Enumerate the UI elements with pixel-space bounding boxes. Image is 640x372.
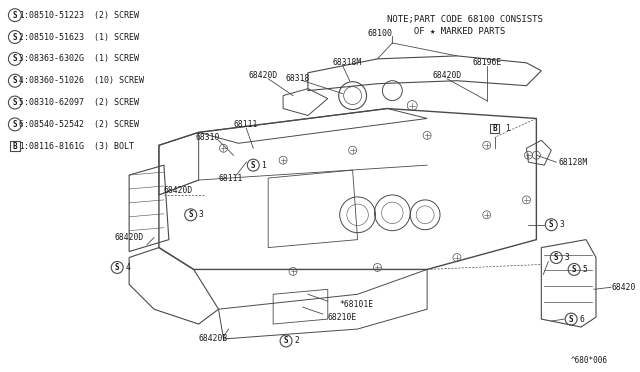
Text: 68420D: 68420D: [114, 233, 143, 242]
Text: 6: 6: [19, 120, 24, 129]
Text: 68318M: 68318M: [333, 58, 362, 67]
Text: :08310-62097  (2) SCREW: :08310-62097 (2) SCREW: [24, 98, 139, 107]
Text: 1: 1: [261, 161, 266, 170]
Text: 68310: 68310: [196, 133, 220, 142]
Text: 5: 5: [582, 265, 587, 274]
Text: 68420D: 68420D: [164, 186, 193, 195]
Text: :08510-51623  (1) SCREW: :08510-51623 (1) SCREW: [24, 32, 139, 42]
Text: 68210E: 68210E: [328, 312, 357, 322]
Text: S: S: [549, 220, 554, 229]
Text: 6: 6: [579, 315, 584, 324]
Text: 5: 5: [19, 98, 24, 107]
Text: 4: 4: [19, 76, 24, 85]
Text: :08116-8161G  (3) BOLT: :08116-8161G (3) BOLT: [24, 142, 134, 151]
Text: S: S: [13, 11, 17, 20]
Text: 68100: 68100: [367, 29, 392, 38]
Text: B: B: [13, 142, 17, 151]
Text: S: S: [188, 210, 193, 219]
Text: 3: 3: [19, 54, 24, 63]
Text: 68420B: 68420B: [198, 334, 228, 343]
Text: S: S: [13, 54, 17, 63]
Text: S: S: [284, 336, 289, 346]
Text: :08360-51026  (10) SCREW: :08360-51026 (10) SCREW: [24, 76, 144, 85]
Text: S: S: [13, 76, 17, 85]
Text: 2: 2: [294, 336, 299, 346]
Text: 68318: 68318: [285, 74, 310, 83]
Text: 68128M: 68128M: [558, 158, 588, 167]
Text: 3: 3: [198, 210, 204, 219]
Text: 68111: 68111: [218, 174, 243, 183]
Text: 2: 2: [19, 32, 24, 42]
Text: *68101E: *68101E: [340, 300, 374, 309]
Text: OF ★ MARKED PARTS: OF ★ MARKED PARTS: [387, 26, 506, 36]
Text: 1: 1: [19, 11, 24, 20]
Text: S: S: [569, 315, 573, 324]
Text: S: S: [251, 161, 255, 170]
Text: NOTE;PART CODE 68100 CONSISTS: NOTE;PART CODE 68100 CONSISTS: [387, 15, 543, 24]
Text: 68111: 68111: [234, 120, 258, 129]
Text: :08540-52542  (2) SCREW: :08540-52542 (2) SCREW: [24, 120, 139, 129]
Text: B: B: [492, 124, 497, 133]
Text: :08363-6302G  (1) SCREW: :08363-6302G (1) SCREW: [24, 54, 139, 63]
Text: 68196E: 68196E: [473, 58, 502, 67]
Text: S: S: [13, 120, 17, 129]
Text: S: S: [572, 265, 577, 274]
Text: 4: 4: [125, 263, 130, 272]
Text: S: S: [13, 98, 17, 107]
Text: 3: 3: [559, 220, 564, 229]
Text: S: S: [115, 263, 120, 272]
Text: 1: 1: [19, 142, 24, 151]
Text: 3: 3: [564, 253, 569, 262]
Text: 68420: 68420: [612, 283, 636, 292]
Text: :08510-51223  (2) SCREW: :08510-51223 (2) SCREW: [24, 11, 139, 20]
Text: ^680*006: ^680*006: [571, 356, 608, 365]
Text: 1: 1: [504, 124, 509, 133]
Text: 68420D: 68420D: [432, 71, 461, 80]
Text: S: S: [554, 253, 559, 262]
Text: 68420D: 68420D: [248, 71, 278, 80]
Text: S: S: [13, 32, 17, 42]
